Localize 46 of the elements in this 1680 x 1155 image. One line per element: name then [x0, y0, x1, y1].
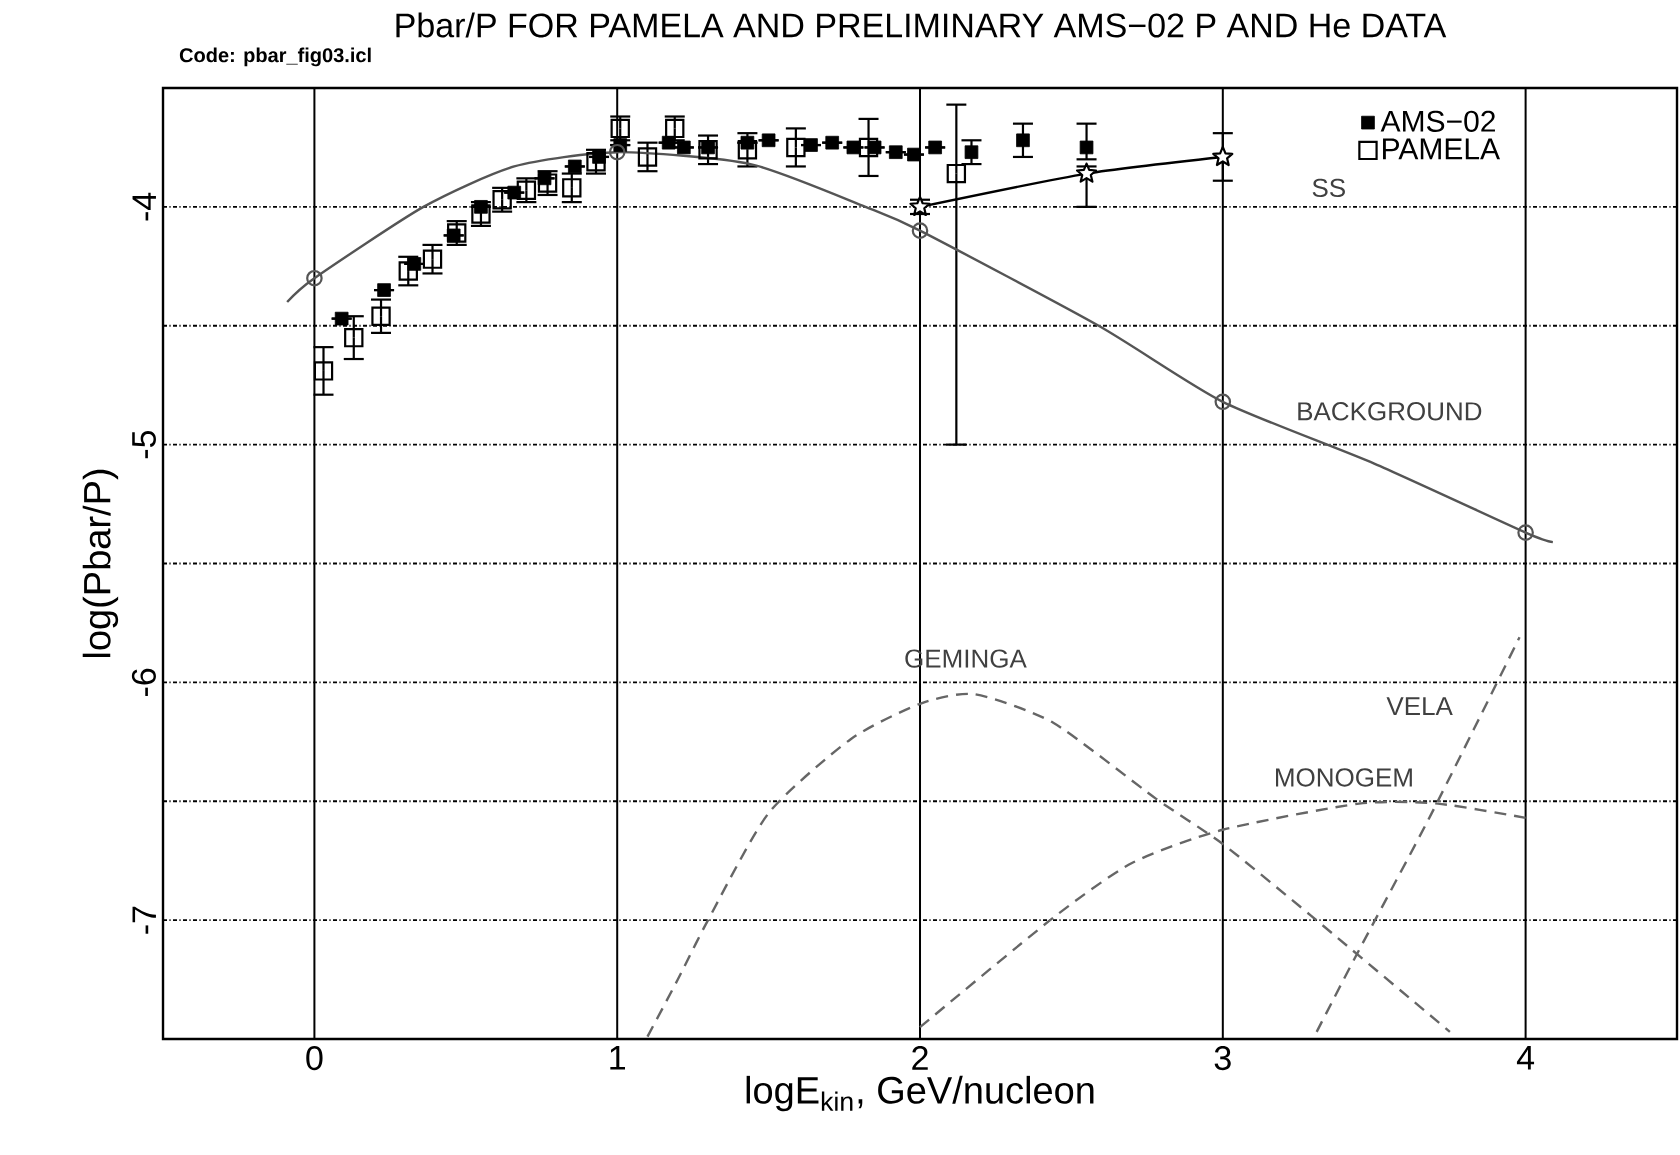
y-tick-label: -4	[132, 192, 156, 221]
point	[1075, 162, 1098, 183]
point	[562, 178, 582, 198]
point	[1079, 140, 1094, 155]
x-tick-label: 0	[306, 1046, 323, 1071]
annotation: VELA	[1386, 697, 1453, 716]
point	[306, 269, 323, 287]
point	[1517, 524, 1534, 541]
x-tick-label: 3	[1214, 1046, 1231, 1071]
point	[377, 283, 391, 297]
y-tick-label: -7	[132, 906, 156, 934]
point	[1212, 145, 1234, 167]
point	[858, 137, 879, 158]
annotation: SS	[1312, 178, 1345, 198]
point	[677, 140, 691, 155]
point	[701, 140, 715, 155]
point	[928, 140, 942, 155]
point	[1016, 133, 1030, 148]
annotation: BACKGROUND	[1298, 402, 1482, 421]
y-axis-title: log(Pbar/P)	[82, 469, 119, 658]
x-tick-label: 2	[912, 1046, 928, 1070]
point	[907, 147, 921, 162]
point	[911, 222, 929, 239]
point	[637, 147, 658, 167]
point	[568, 159, 582, 174]
point	[964, 145, 979, 159]
point	[344, 327, 364, 348]
point	[786, 137, 806, 158]
annotation: MONOGEM	[1276, 768, 1412, 787]
y-tick-label: -5	[132, 430, 156, 459]
y-tick-label: -6	[131, 668, 156, 696]
point	[698, 140, 718, 160]
legend-label: PAMELA	[1383, 138, 1501, 160]
point	[1214, 393, 1232, 411]
chart-title: Pbar/P FOR PAMELA AND PRELIMINARY AMS−02 P AND He DATA	[396, 12, 1447, 38]
x-tick-label: 4	[1516, 1046, 1535, 1070]
point	[313, 361, 334, 381]
point	[398, 261, 418, 281]
text: Code: pbar_fig03.icl	[179, 47, 371, 67]
x-tick-label: 1	[610, 1046, 626, 1070]
point	[825, 135, 839, 150]
point	[946, 163, 967, 184]
point	[371, 306, 391, 326]
x-axis-title: logE$_{kin}$, GeV/nucleon	[746, 1075, 1094, 1112]
legend-label: AMS−02	[1380, 110, 1495, 132]
point	[608, 143, 626, 161]
